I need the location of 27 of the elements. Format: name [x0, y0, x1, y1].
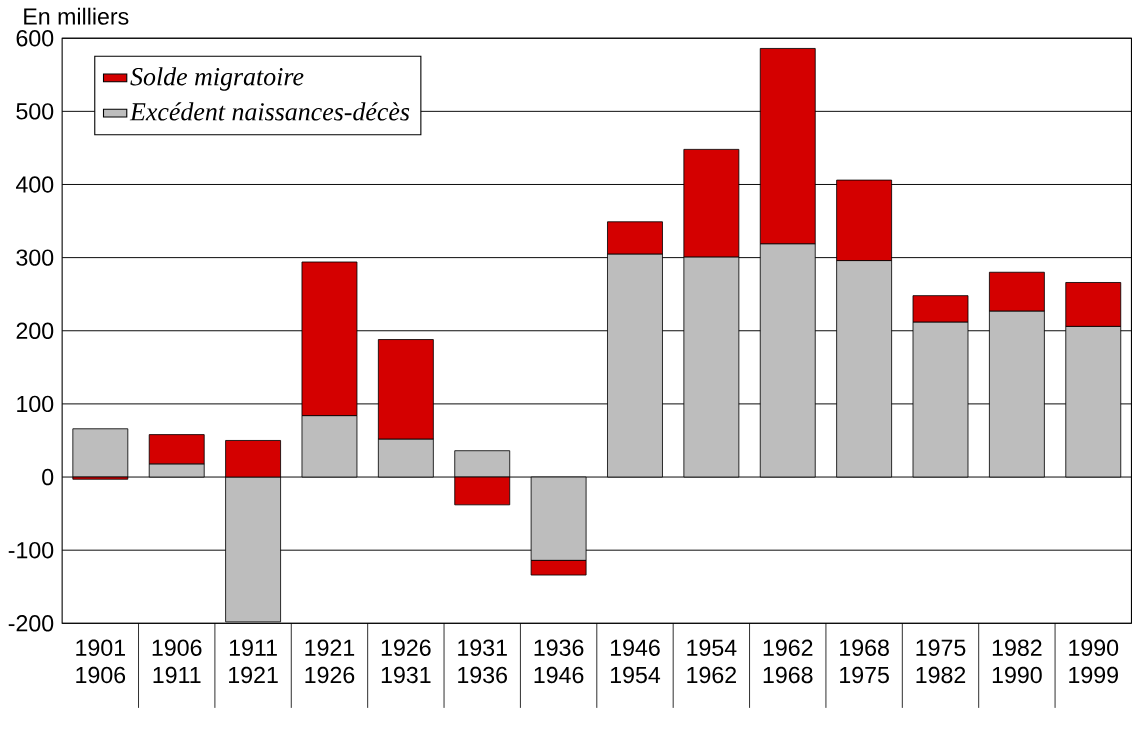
- legend-label: Excédent naissances-décès: [129, 102, 410, 121]
- x-tick-label: 1946 1954: [610, 639, 661, 684]
- x-tick-label: 1926 1931: [381, 639, 431, 684]
- y-tick-label: 500: [16, 103, 54, 120]
- x-tick-label: 1990 1999: [1069, 639, 1119, 684]
- x-tick-label: 1962 1968: [763, 639, 813, 684]
- y-tick-label: 100: [17, 395, 54, 413]
- y-tick-label: -100: [8, 542, 54, 559]
- x-tick-label: 1954 1962: [687, 639, 737, 684]
- x-tick-label: 1911 1921: [229, 639, 278, 684]
- x-tick-label: 1968 1975: [840, 639, 889, 684]
- x-tick-label: 1975 1982: [916, 639, 966, 684]
- y-axis-title: En milliers: [24, 7, 129, 25]
- x-tick-label: 1921 1926: [305, 639, 355, 684]
- x-tick-label: 1901 1906: [76, 639, 126, 684]
- y-tick-label: -200: [8, 615, 54, 632]
- y-tick-label: 300: [16, 249, 54, 266]
- x-tick-label: 1936 1946: [534, 639, 584, 684]
- x-tick-label: 1982 1990: [992, 639, 1042, 684]
- y-tick-label: 0: [42, 468, 54, 486]
- x-tick-label: 1931 1936: [458, 639, 507, 684]
- y-tick-label: 400: [15, 176, 54, 193]
- y-tick-label: 600: [16, 30, 54, 47]
- legend-label: Solde migratoire: [130, 67, 304, 91]
- x-tick-label: 1906 1911: [152, 639, 202, 684]
- bar: [72, 428, 129, 478]
- y-tick-label: 200: [16, 322, 54, 340]
